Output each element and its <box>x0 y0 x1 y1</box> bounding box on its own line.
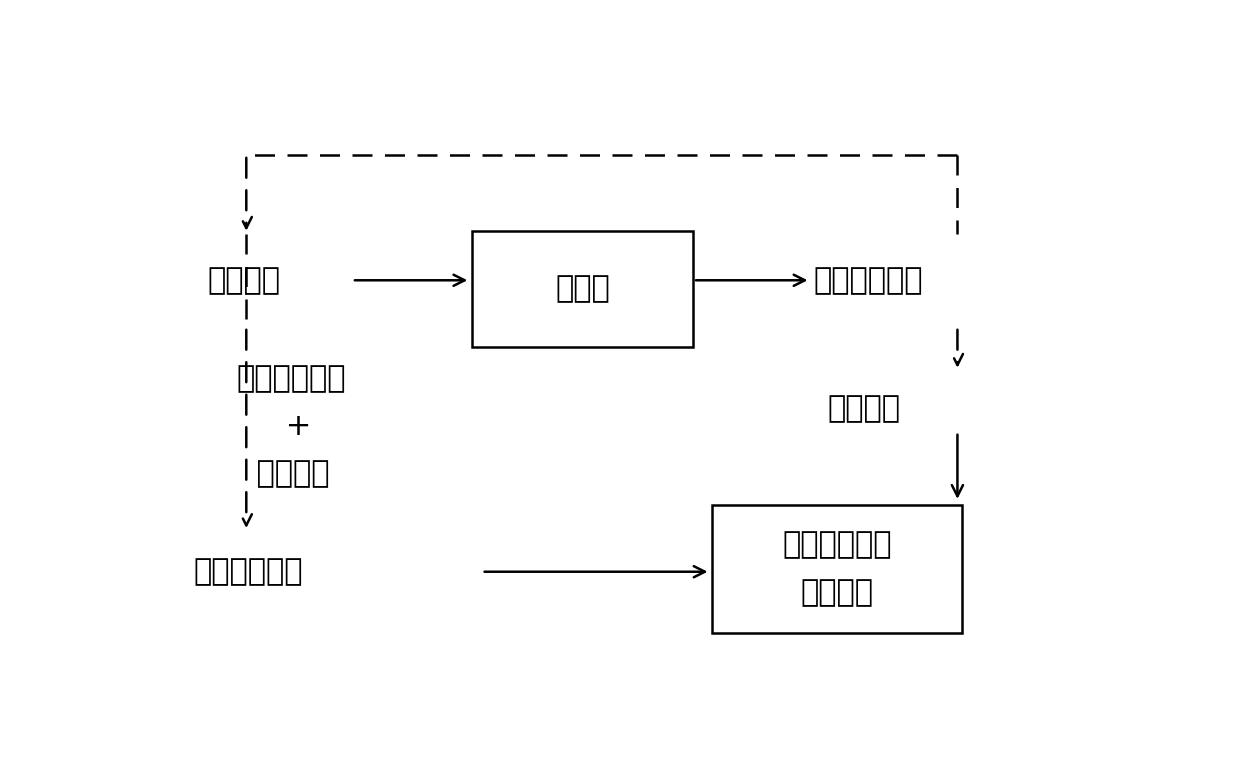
Text: 傅里叶逆变换
     +
  通道融合: 傅里叶逆变换 + 通道融合 <box>237 364 346 488</box>
Text: 损失函数: 损失函数 <box>828 394 900 423</box>
Text: 输入特征向量: 输入特征向量 <box>193 557 303 586</box>
Text: 图像参数: 图像参数 <box>208 266 280 294</box>
Text: 重建输出结果: 重建输出结果 <box>813 266 923 294</box>
Text: 核磁共振图像
重建模型: 核磁共振图像 重建模型 <box>782 531 892 607</box>
Bar <box>472 231 693 347</box>
Bar <box>712 505 962 633</box>
Text: 迭代器: 迭代器 <box>556 275 610 304</box>
